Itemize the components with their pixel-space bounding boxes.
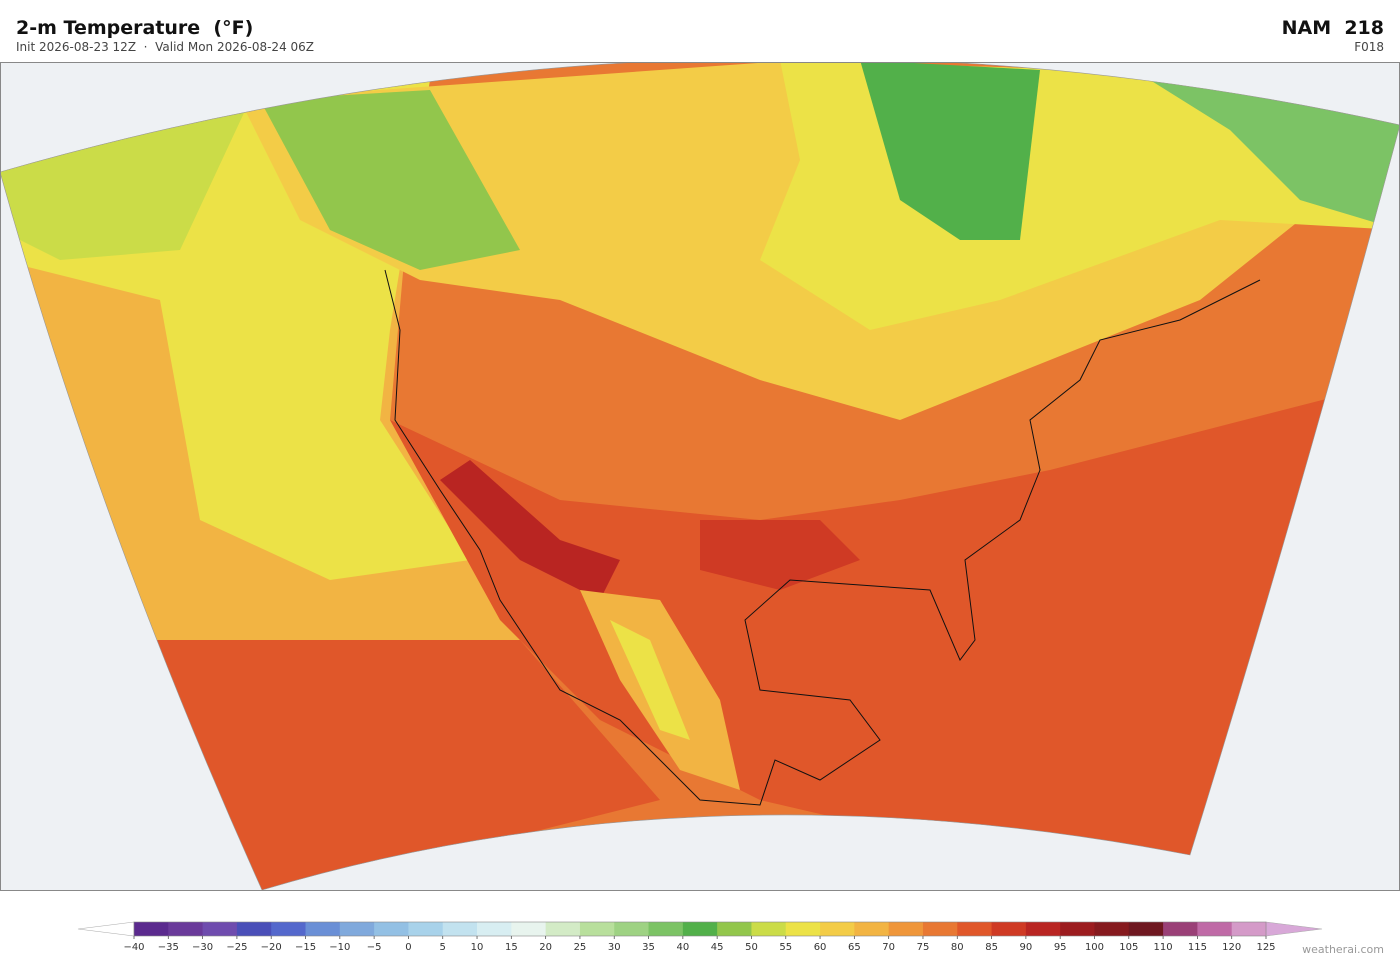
colorbar-bin xyxy=(545,922,581,936)
colorbar-bin xyxy=(717,922,752,936)
colorbar-tick-label: −30 xyxy=(192,942,213,953)
colorbar-bin xyxy=(511,922,547,936)
colorbar-bin xyxy=(957,922,993,936)
colorbar-tick-label: −35 xyxy=(158,942,179,953)
colorbar-bin xyxy=(888,922,924,936)
title: 2-m Temperature (°F) xyxy=(16,17,253,39)
colorbar-bin xyxy=(168,922,204,936)
colorbar-tick-label: −40 xyxy=(123,942,144,953)
colorbar-tick-label: 10 xyxy=(471,942,484,953)
model: NAM 218 xyxy=(1282,17,1384,39)
colorbar-tick-label: 105 xyxy=(1119,942,1138,953)
colorbar-bin xyxy=(820,922,855,936)
colorbar-tick-label: 65 xyxy=(848,942,861,953)
colorbar-bin xyxy=(579,922,615,936)
colorbar-bin xyxy=(922,922,958,936)
colorbar-tick-label: −25 xyxy=(226,942,247,953)
colorbar-bin xyxy=(1060,922,1095,936)
colorbar-bin xyxy=(442,922,478,936)
colorbar-bin xyxy=(271,922,307,936)
colorbar-bin xyxy=(134,922,169,936)
forecast-hour: F018 xyxy=(1354,40,1384,54)
colorbar-tick-label: 115 xyxy=(1188,942,1207,953)
colorbar-tick-label: −15 xyxy=(295,942,316,953)
domain-outline xyxy=(0,62,1400,891)
colorbar-tick-label: 125 xyxy=(1256,942,1275,953)
colorbar-tick-label: 70 xyxy=(882,942,895,953)
colorbar-tick-label: 110 xyxy=(1154,942,1173,953)
coastline xyxy=(384,269,1261,806)
colorbar-over xyxy=(1265,921,1323,937)
colorbar-tick-label: 15 xyxy=(505,942,518,953)
colorbar-tick-label: 85 xyxy=(985,942,998,953)
colorbar-bin xyxy=(408,922,444,936)
subtitle: Init 2026-08-23 12Z · Valid Mon 2026-08-… xyxy=(16,40,314,54)
colorbar-tick-label: −10 xyxy=(329,942,350,953)
colorbar-bin xyxy=(854,922,890,936)
colorbar-bin xyxy=(339,922,375,936)
colorbar-tick-label: 35 xyxy=(642,942,655,953)
colorbar-bin xyxy=(1128,922,1164,936)
colorbar-tick-label: 0 xyxy=(405,942,411,953)
colorbar-bin xyxy=(1231,922,1267,936)
colorbar-tick-label: 50 xyxy=(745,942,758,953)
colorbar-bin xyxy=(682,922,718,936)
colorbar-tick-label: 30 xyxy=(608,942,621,953)
colorbar-bin xyxy=(614,922,650,936)
colorbar-tick-label: 55 xyxy=(779,942,792,953)
colorbar-bin xyxy=(1025,922,1061,936)
colorbar-bin xyxy=(477,922,512,936)
colorbar-tick-label: 80 xyxy=(951,942,964,953)
colorbar-bin xyxy=(785,922,821,936)
colorbar-bin xyxy=(751,922,787,936)
colorbar-bin xyxy=(1197,922,1233,936)
colorbar-tick-label: 45 xyxy=(711,942,724,953)
colorbar-tick-label: 20 xyxy=(539,942,552,953)
colorbar-tick-label: −5 xyxy=(367,942,382,953)
colorbar-tick-label: 40 xyxy=(676,942,689,953)
colorbar-frame xyxy=(133,921,1267,937)
colorbar-tick-label: 75 xyxy=(917,942,930,953)
colorbar-tick-label: 60 xyxy=(814,942,827,953)
colorbar-tick-label: 90 xyxy=(1020,942,1033,953)
colorbar-bin xyxy=(374,922,409,936)
colorbar-bin xyxy=(991,922,1027,936)
colorbar-bin xyxy=(648,922,684,936)
colorbar-bin xyxy=(305,922,341,936)
colorbar-tick-label: 5 xyxy=(440,942,446,953)
colorbar-bin xyxy=(236,922,272,936)
colorbar-bin xyxy=(1094,922,1130,936)
colorbar-under xyxy=(77,921,135,937)
colorbar-tick-label: 120 xyxy=(1222,942,1241,953)
colorbar-bin xyxy=(202,922,238,936)
colorbar-tick-label: 100 xyxy=(1085,942,1104,953)
colorbar: −40 −35 −30 −25 −20 −15 −10 −5 0 5 10 15 20 25 30 35 40 4… xyxy=(77,921,1323,953)
colorbar-tick-label: 25 xyxy=(574,942,587,953)
colorbar-tick-label: −20 xyxy=(261,942,282,953)
colorbar-tick-label: 95 xyxy=(1054,942,1067,953)
watermark: weatherai.com xyxy=(1302,943,1384,956)
colorbar-bin xyxy=(1163,922,1198,936)
